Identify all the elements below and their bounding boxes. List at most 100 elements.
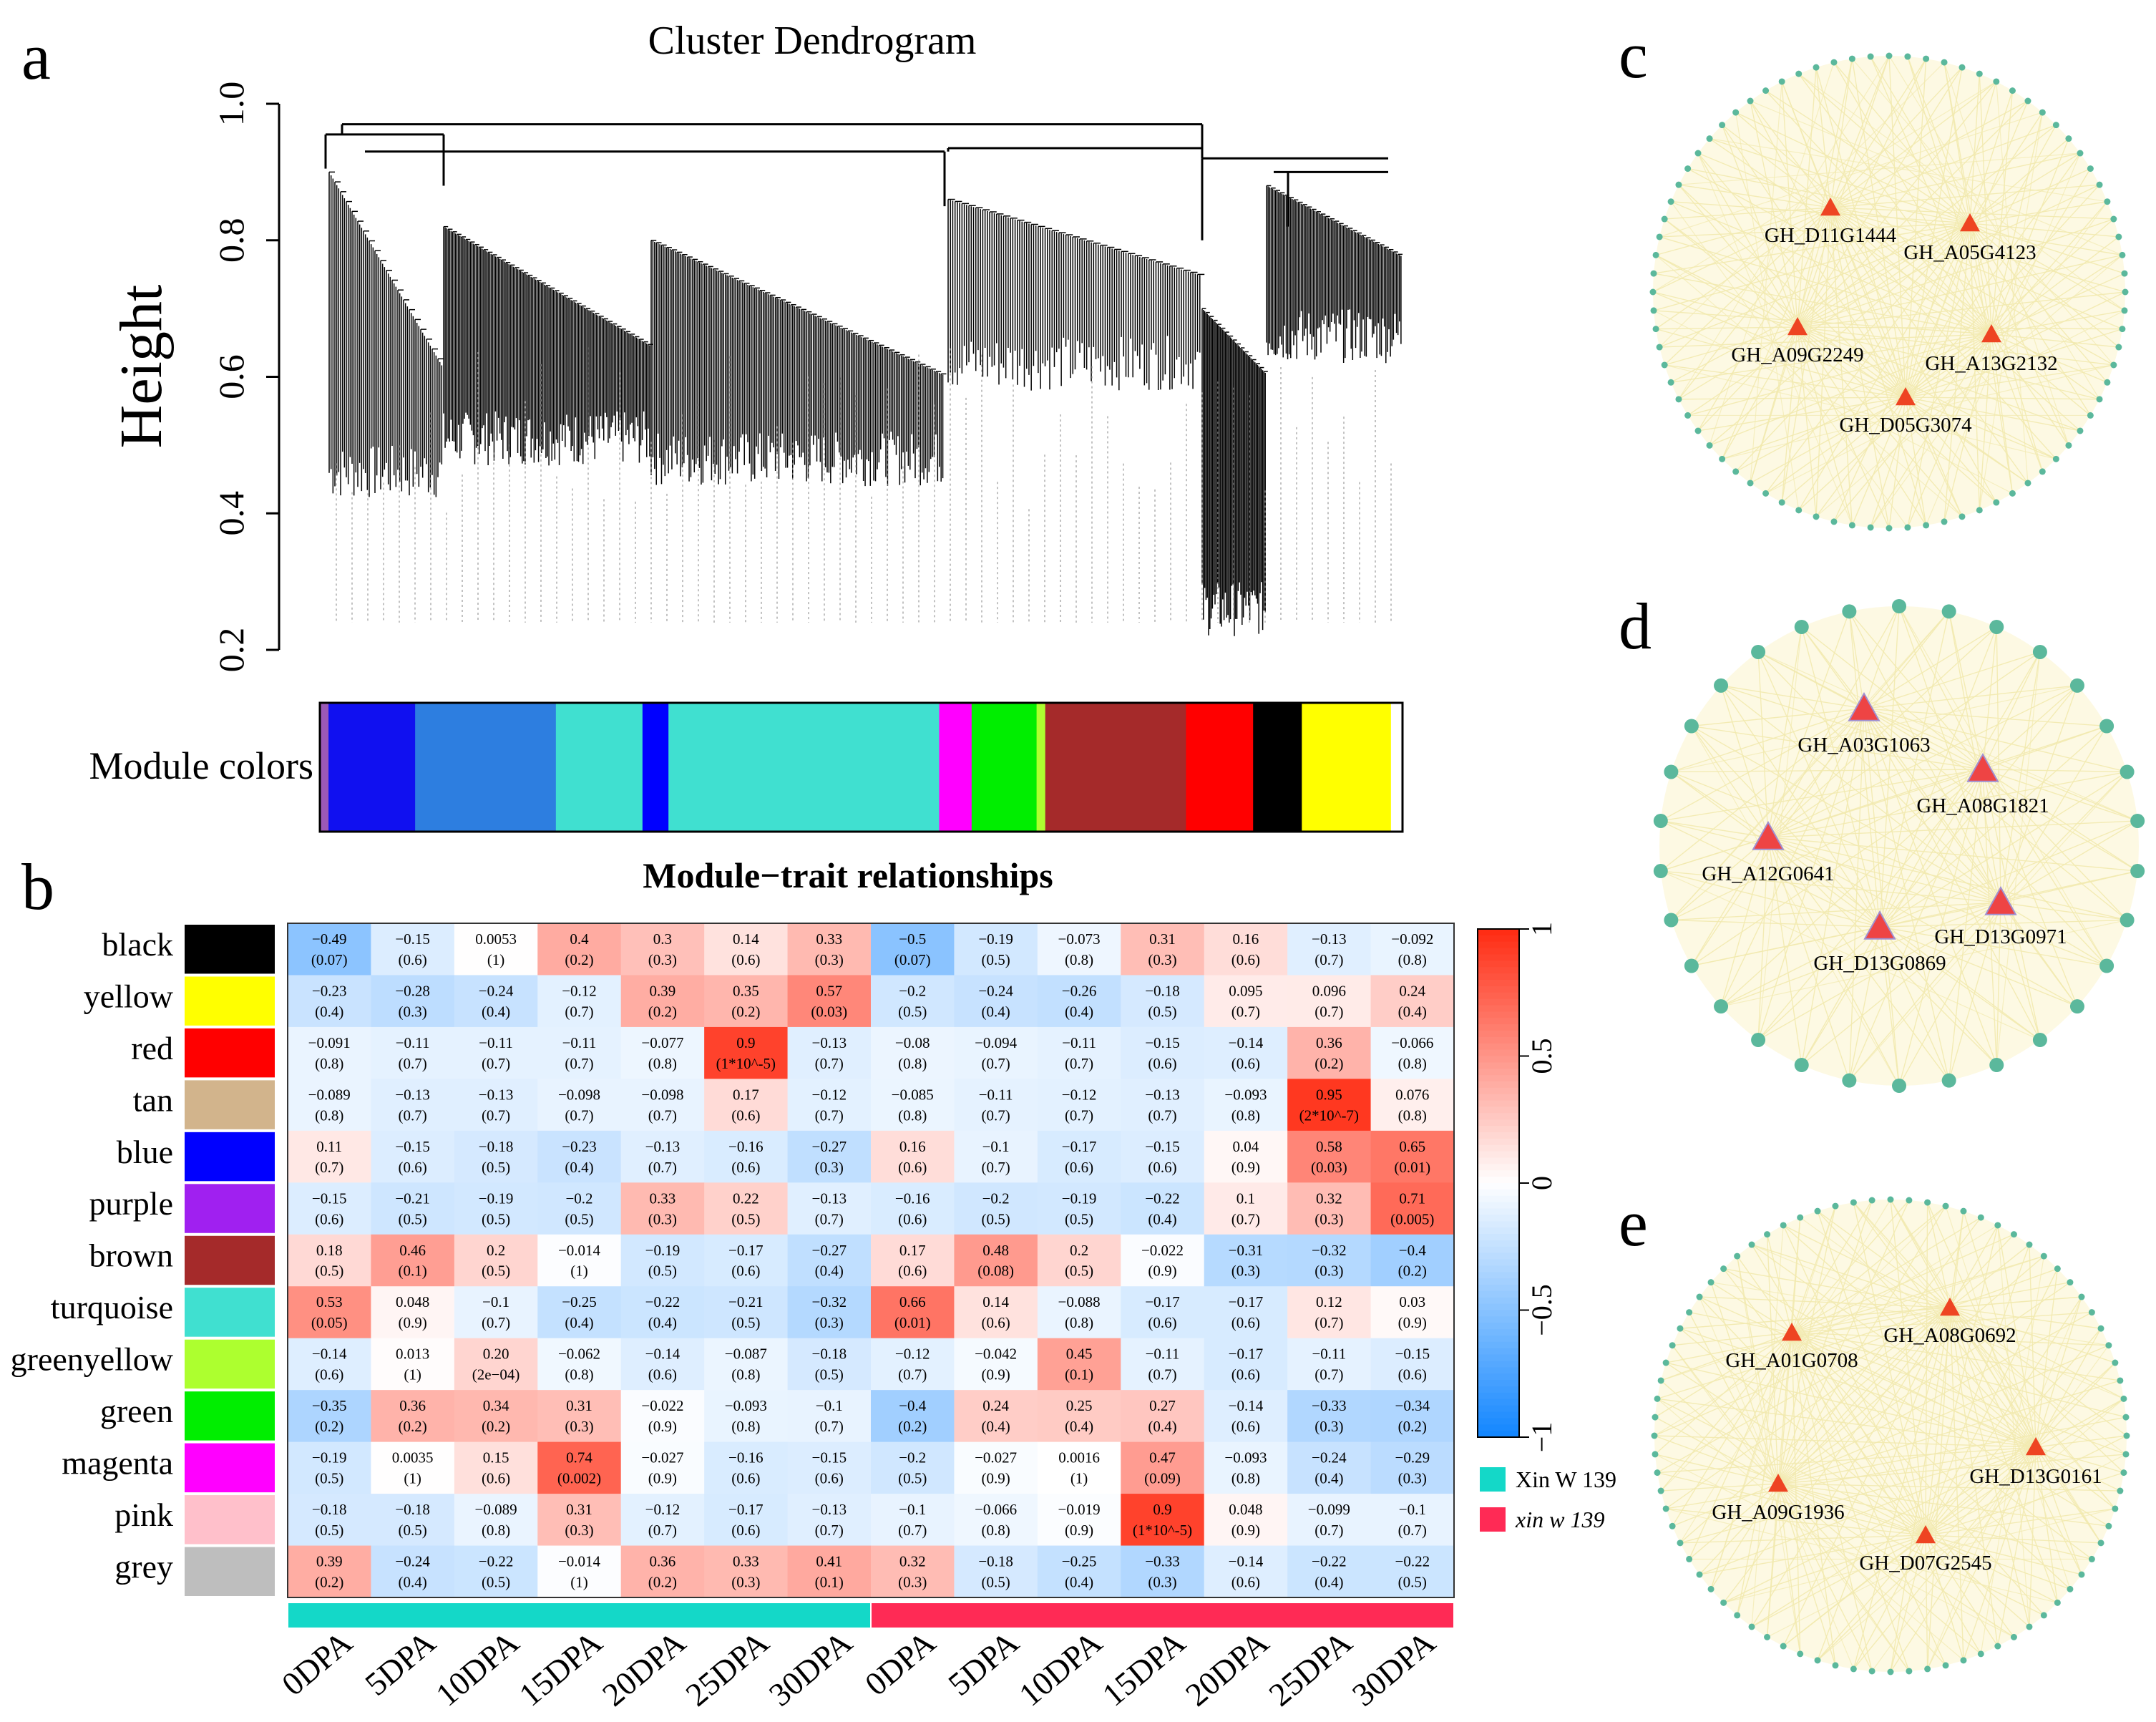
heatmap-cell-pvalue: (0.5)	[982, 1574, 1010, 1591]
network-edge	[1949, 1307, 2125, 1474]
network-node	[1797, 1214, 1804, 1221]
colorbar-step	[1478, 1069, 1519, 1076]
network-node	[1762, 87, 1770, 94]
network-edge	[1898, 605, 1984, 770]
heatmap-cell-value: 0.31	[566, 1397, 592, 1414]
heatmap-cell	[1037, 1130, 1121, 1183]
network-edge	[1679, 1296, 2082, 1329]
heatmap-cell-pvalue: (0.5)	[315, 1263, 343, 1280]
network-node	[1751, 644, 1766, 659]
network-node	[1842, 604, 1857, 619]
network-edge	[1870, 334, 1992, 528]
heatmap-cell-pvalue: (0.5)	[315, 1522, 343, 1539]
network-edge	[1657, 1398, 1964, 1661]
network-node	[1941, 604, 1956, 619]
hub-gene-label: GH_A08G0692	[1883, 1324, 2016, 1347]
colorbar-step	[1478, 1183, 1519, 1190]
network-edge	[1997, 1225, 2030, 1628]
heatmap-cell	[1037, 1079, 1121, 1132]
network-edge	[1898, 902, 2001, 1086]
network-edge	[1982, 769, 2107, 966]
network-edge	[1660, 870, 1881, 928]
heatmap-cell	[1287, 1494, 1372, 1547]
network-edge	[1655, 254, 1798, 328]
heatmap-cell	[871, 1182, 955, 1235]
heatmap-cell	[454, 1182, 538, 1235]
heatmap-cell	[1287, 1079, 1372, 1132]
network-edge	[1735, 334, 1992, 472]
heatmap-cell-value: −0.17	[728, 1501, 764, 1518]
heatmap-cell-pvalue: (0.7)	[482, 1055, 510, 1072]
network-edge	[1905, 218, 2114, 398]
network-edge	[1720, 685, 2001, 903]
network-edge	[1879, 820, 2138, 928]
heatmap-cell	[954, 923, 1038, 976]
heatmap-cell-value: 0.24	[982, 1397, 1009, 1414]
network-edge	[1664, 207, 1831, 220]
colorbar-step	[1478, 1405, 1519, 1413]
heatmap-cell-value: −0.066	[975, 1501, 1017, 1518]
panel-label-e: e	[1619, 1187, 1648, 1260]
network-edge	[1791, 1332, 1801, 1654]
hub-gene-marker	[1782, 1323, 1802, 1341]
network-edge	[1757, 651, 2138, 822]
network-edge	[1982, 651, 2041, 770]
network-edge	[1925, 1508, 2115, 1536]
network-node	[1684, 719, 1699, 734]
heatmap-cell	[288, 1234, 371, 1287]
colorbar-step	[1478, 1259, 1519, 1267]
heatmap-cell	[1037, 975, 1121, 1028]
heatmap-cell	[1370, 1079, 1455, 1132]
heatmap-cell	[371, 1494, 455, 1547]
network-edge	[1737, 1255, 1792, 1333]
network-edge	[1969, 223, 2108, 383]
network-node	[1780, 1222, 1787, 1229]
heatmap-cell	[537, 975, 622, 1028]
heatmap-column-labels: 0DPA5DPA10DPA15DPA20DPA25DPA30DPA0DPA5DP…	[275, 1624, 1442, 1713]
heatmap-cell-value: −0.12	[811, 1086, 847, 1103]
network-edge	[1800, 1217, 2127, 1455]
network-edge	[1757, 708, 1865, 1041]
heatmap-cell	[954, 1545, 1038, 1598]
network-node	[1653, 813, 1668, 828]
network-node	[1941, 1073, 1956, 1088]
network-node	[1794, 1058, 1809, 1073]
heatmap-row-label: purple	[89, 1185, 173, 1222]
network-node	[2099, 958, 2114, 973]
heatmap-cell-pvalue: (0.3)	[815, 951, 844, 968]
network-node	[2065, 135, 2072, 142]
heatmap-cell-value: 0.0035	[392, 1449, 434, 1466]
heatmap-cell-value: 0.66	[899, 1293, 926, 1310]
network-edge	[1948, 902, 2001, 1081]
network-node	[2010, 1231, 2017, 1238]
network-edge	[1925, 1362, 2116, 1536]
heatmap-cell-value: 0.41	[816, 1553, 842, 1570]
heatmap-cell	[537, 1494, 622, 1547]
network-edge	[1757, 926, 1881, 1041]
heatmap-cell-pvalue: (0.5)	[731, 1210, 760, 1227]
network-node	[1662, 1359, 1669, 1366]
heatmap-cell-pvalue: (0.7)	[648, 1106, 677, 1124]
heatmap-cell	[787, 1079, 872, 1132]
network-edge	[1767, 837, 2107, 967]
heatmap-cell-pvalue: (0.4)	[1314, 1574, 1343, 1591]
heatmap-cell	[454, 1390, 538, 1443]
module-color-band	[668, 703, 940, 832]
network-edge	[1767, 837, 2127, 921]
network-node	[1714, 678, 1729, 693]
heatmap-cell-pvalue: (0.2)	[648, 1003, 677, 1020]
network-edge	[1767, 771, 2127, 838]
heatmap-cell	[704, 1182, 789, 1235]
network-node	[1904, 524, 1911, 531]
network-panel-d: GH_A03G1063 GH_A08G1821 GH_A12G0641 GH_D13G…	[1653, 599, 2145, 1093]
heatmap-cell	[704, 923, 789, 976]
network-edge	[1991, 90, 2014, 335]
heatmap-cell-pvalue: (0.6)	[1398, 1366, 1427, 1383]
heatmap-cell-value: 0.0053	[475, 930, 517, 948]
colorbar-step	[1478, 1119, 1519, 1127]
heatmap-cell-value: 0.095	[1229, 982, 1262, 999]
network-node	[1850, 1199, 1857, 1206]
network-edge	[2035, 1268, 2059, 1448]
network-edge	[1905, 67, 1963, 398]
